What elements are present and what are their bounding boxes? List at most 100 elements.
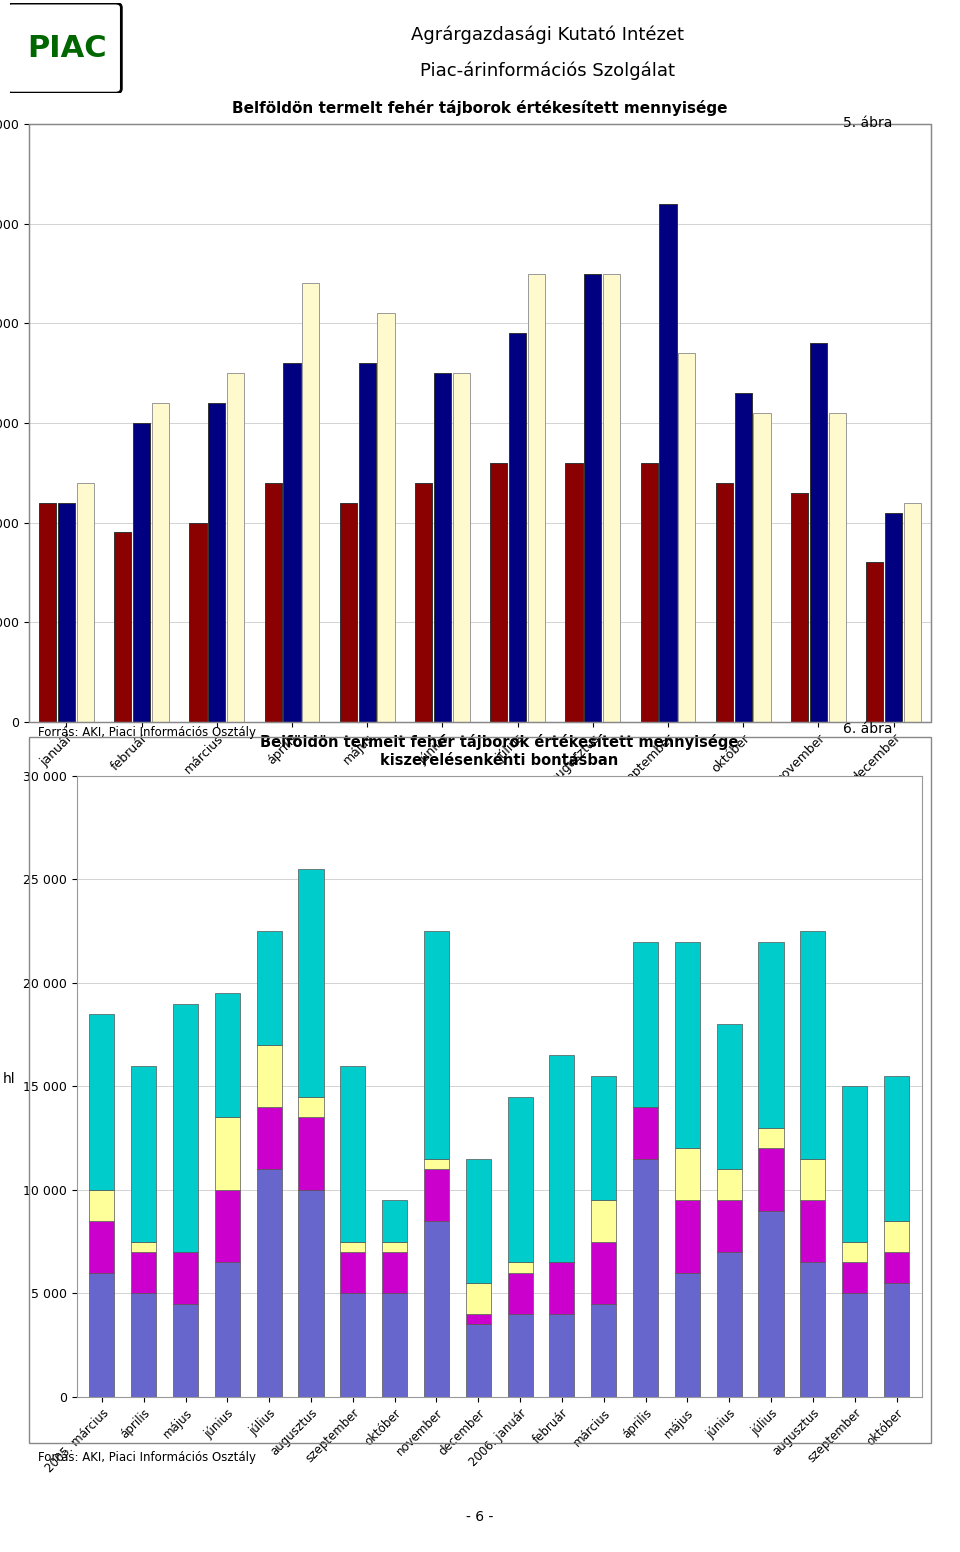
Bar <box>603 273 620 722</box>
Bar <box>377 314 395 722</box>
Bar <box>173 1304 198 1397</box>
Bar <box>299 1190 324 1397</box>
Bar <box>256 931 281 1044</box>
Text: Forrás: AKI, Piaci Információs Osztály: Forrás: AKI, Piaci Információs Osztály <box>38 1451 256 1464</box>
Bar <box>828 413 846 722</box>
Bar <box>885 512 902 722</box>
Bar <box>39 503 57 722</box>
Bar <box>842 1262 867 1293</box>
Bar <box>842 1242 867 1262</box>
Bar <box>591 1200 616 1242</box>
Bar <box>265 483 282 722</box>
Bar <box>466 1315 491 1324</box>
Bar <box>466 1284 491 1315</box>
Bar <box>132 422 151 722</box>
Bar <box>358 363 376 722</box>
Bar <box>58 503 75 722</box>
Bar <box>302 284 320 722</box>
Bar <box>215 1190 240 1262</box>
Bar <box>89 1273 114 1397</box>
Bar <box>340 503 357 722</box>
Bar <box>528 273 545 722</box>
Text: 5. ábra: 5. ábra <box>844 116 893 130</box>
Bar <box>565 462 583 722</box>
Bar <box>434 372 451 722</box>
Bar <box>415 483 432 722</box>
Bar <box>884 1284 909 1397</box>
Bar <box>89 1221 114 1273</box>
Bar <box>801 931 826 1159</box>
Bar <box>717 1169 742 1200</box>
Bar <box>884 1252 909 1284</box>
Bar <box>77 483 94 722</box>
Bar <box>132 1242 156 1252</box>
Bar <box>633 1107 659 1159</box>
Bar <box>173 1252 198 1304</box>
Text: Forrás: AKI, Piaci Információs Osztály: Forrás: AKI, Piaci Információs Osztály <box>38 726 256 739</box>
Bar <box>758 942 783 1128</box>
Bar <box>734 393 752 722</box>
Bar <box>424 1169 449 1221</box>
Bar <box>584 273 602 722</box>
Bar <box>591 1304 616 1397</box>
Text: Piac-árinformációs Szolgálat: Piac-árinformációs Szolgálat <box>420 62 675 79</box>
Bar <box>452 372 469 722</box>
Bar <box>299 1117 324 1190</box>
Bar <box>717 1200 742 1252</box>
Bar <box>508 1273 533 1315</box>
Title: Belföldön termelt fehér tájborok értékesített mennyisége
kiszerelésenkénti bontá: Belföldön termelt fehér tájborok értékes… <box>260 734 738 768</box>
Bar <box>717 1024 742 1169</box>
Bar <box>842 1086 867 1242</box>
Bar <box>227 372 244 722</box>
Bar <box>424 931 449 1159</box>
Bar <box>215 1117 240 1190</box>
Bar <box>678 354 695 722</box>
Bar <box>791 492 808 722</box>
Bar <box>675 1273 700 1397</box>
Bar <box>424 1159 449 1169</box>
Bar <box>640 462 658 722</box>
Bar <box>89 1013 114 1190</box>
Bar <box>89 1190 114 1221</box>
Bar <box>256 1044 281 1107</box>
Bar <box>382 1293 407 1397</box>
Bar <box>508 1262 533 1273</box>
Bar <box>801 1200 826 1262</box>
Bar <box>717 1252 742 1397</box>
Bar <box>633 1159 659 1397</box>
Bar <box>299 869 324 1097</box>
Bar <box>466 1324 491 1397</box>
Title: Belföldön termelt fehér tájborok értékesített mennyisége: Belföldön termelt fehér tájborok értékes… <box>232 99 728 116</box>
Bar <box>903 503 921 722</box>
Bar <box>340 1066 366 1242</box>
Bar <box>660 203 677 722</box>
Bar <box>591 1076 616 1200</box>
Bar <box>382 1252 407 1293</box>
Bar <box>509 334 526 722</box>
Bar <box>466 1159 491 1284</box>
Bar <box>549 1315 574 1397</box>
Bar <box>491 462 508 722</box>
Bar <box>675 1148 700 1200</box>
Bar <box>283 363 300 722</box>
Bar <box>382 1242 407 1252</box>
Bar <box>132 1293 156 1397</box>
Bar <box>758 1148 783 1211</box>
Bar <box>884 1076 909 1221</box>
Bar <box>758 1211 783 1397</box>
Bar <box>256 1107 281 1169</box>
Bar <box>754 413 771 722</box>
Bar <box>801 1159 826 1200</box>
Bar <box>132 1066 156 1242</box>
Bar <box>884 1221 909 1252</box>
Bar <box>508 1097 533 1262</box>
Text: Agrárgazdasági Kutató Intézet: Agrárgazdasági Kutató Intézet <box>411 25 684 43</box>
Bar <box>340 1252 366 1293</box>
Bar <box>675 942 700 1148</box>
Y-axis label: hl: hl <box>3 1072 15 1086</box>
Bar <box>758 1128 783 1148</box>
Bar <box>842 1293 867 1397</box>
Bar <box>716 483 733 722</box>
FancyBboxPatch shape <box>6 3 121 93</box>
Bar <box>173 1004 198 1252</box>
